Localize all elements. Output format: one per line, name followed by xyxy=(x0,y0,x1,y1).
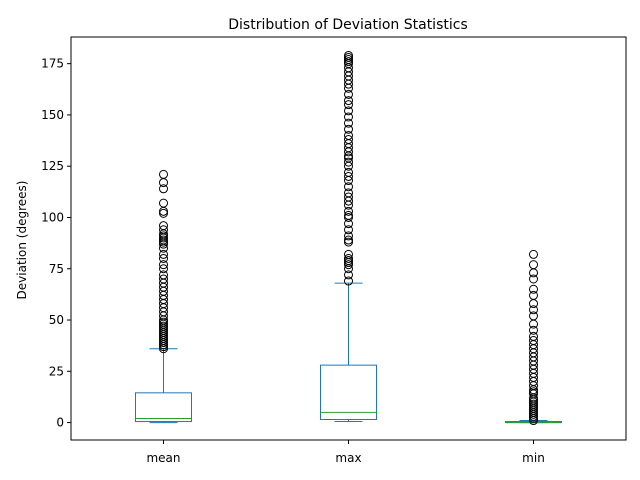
outlier-point xyxy=(344,157,353,167)
outlier-point xyxy=(344,270,353,280)
y-tick-label: 25 xyxy=(49,364,64,378)
outlier-point xyxy=(159,274,168,284)
outlier-point xyxy=(159,264,168,274)
y-tick-label: 0 xyxy=(56,416,64,430)
outlier-point xyxy=(344,50,353,60)
outlier-point xyxy=(344,167,353,177)
outlier-point xyxy=(529,336,538,346)
y-tick-label: 50 xyxy=(49,313,64,327)
box-mean xyxy=(135,392,192,423)
outlier-point xyxy=(159,169,168,179)
outlier-point xyxy=(344,171,353,181)
box-max xyxy=(320,364,377,420)
outlier-point xyxy=(344,96,353,106)
outlier-point xyxy=(159,198,168,208)
outlier-point xyxy=(344,253,353,263)
y-tick-label: 100 xyxy=(41,210,64,224)
y-tick-label: 150 xyxy=(41,108,64,122)
outlier-point xyxy=(529,305,538,315)
outlier-point xyxy=(344,118,353,128)
outlier-point xyxy=(159,249,168,259)
outlier-point xyxy=(344,106,353,116)
outlier-point xyxy=(529,274,538,284)
outlier-point xyxy=(529,311,538,321)
outlier-point xyxy=(529,284,538,294)
outlier-point xyxy=(344,135,353,145)
outlier-point xyxy=(344,235,353,245)
outlier-point xyxy=(344,225,353,235)
plot-frame xyxy=(70,36,627,441)
outlier-point xyxy=(344,231,353,241)
outlier-point xyxy=(344,124,353,134)
plot-area: 0 25 50 75 100 125 150 175 mean max min xyxy=(41,50,562,465)
y-tick-label: 125 xyxy=(41,159,64,173)
y-axis-label: Deviation (degrees) xyxy=(15,181,29,300)
outlier-point xyxy=(159,221,168,231)
x-tick-label: max xyxy=(335,451,361,465)
outlier-point xyxy=(159,184,168,194)
outlier-point xyxy=(344,249,353,259)
chart-title: Distribution of Deviation Statistics xyxy=(228,17,467,33)
x-tick-label: min xyxy=(522,451,545,465)
outlier-point xyxy=(159,260,168,270)
outlier-point xyxy=(344,112,353,122)
outlier-point xyxy=(529,331,538,341)
outlier-point xyxy=(344,276,353,286)
outlier-point xyxy=(344,182,353,192)
x-tick-label: mean xyxy=(146,451,180,465)
outlier-point xyxy=(529,249,538,259)
outlier-point xyxy=(344,100,353,110)
outlier-point xyxy=(344,130,353,140)
outlier-point xyxy=(159,270,168,280)
outlier-point xyxy=(344,206,353,216)
outlier-point xyxy=(344,89,353,99)
y-tick-label: 75 xyxy=(49,262,64,276)
y-tick-label: 175 xyxy=(41,57,64,71)
outlier-point xyxy=(529,325,538,335)
outlier-point xyxy=(529,290,538,300)
outlier-point xyxy=(344,188,353,198)
outlier-point xyxy=(159,253,168,263)
outlier-point xyxy=(529,260,538,270)
outlier-point xyxy=(344,192,353,202)
outlier-point xyxy=(159,225,168,235)
outlier-point xyxy=(344,210,353,220)
